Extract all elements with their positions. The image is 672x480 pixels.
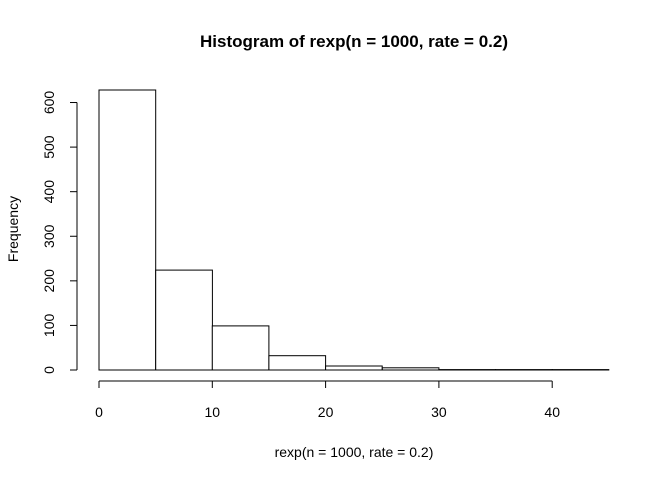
y-axis-label: Frequency [5,196,21,262]
histogram-bar-0 [98,89,157,371]
x-tick-label-20: 20 [318,404,334,420]
x-tick-label-10: 10 [205,404,221,420]
chart-title: Histogram of rexp(n = 1000, rate = 0.2) [200,32,508,51]
histogram-bar-2 [211,325,270,371]
y-tick-label-0: 0 [41,366,57,374]
histogram-bar-3 [268,355,327,371]
x-axis: 0 10 20 30 40 [95,380,560,420]
x-axis-label: rexp(n = 1000, rate = 0.2) [275,444,434,460]
y-tick-label-300: 300 [41,224,57,248]
histogram-bar-5 [381,367,440,371]
x-tick-label-0: 0 [95,404,103,420]
y-tick-label-600: 600 [41,91,57,115]
histogram-bars [98,89,610,371]
histogram-bar-4 [325,365,383,371]
histogram-bar-1 [155,269,213,371]
x-tick-label-30: 30 [431,404,447,420]
y-tick-label-200: 200 [41,269,57,293]
x-tick-label-40: 40 [544,404,560,420]
y-tick-label-400: 400 [41,180,57,204]
y-tick-label-500: 500 [41,135,57,159]
y-tick-label-100: 100 [41,314,57,338]
y-axis: 0 100 200 300 400 500 600 [41,91,78,374]
